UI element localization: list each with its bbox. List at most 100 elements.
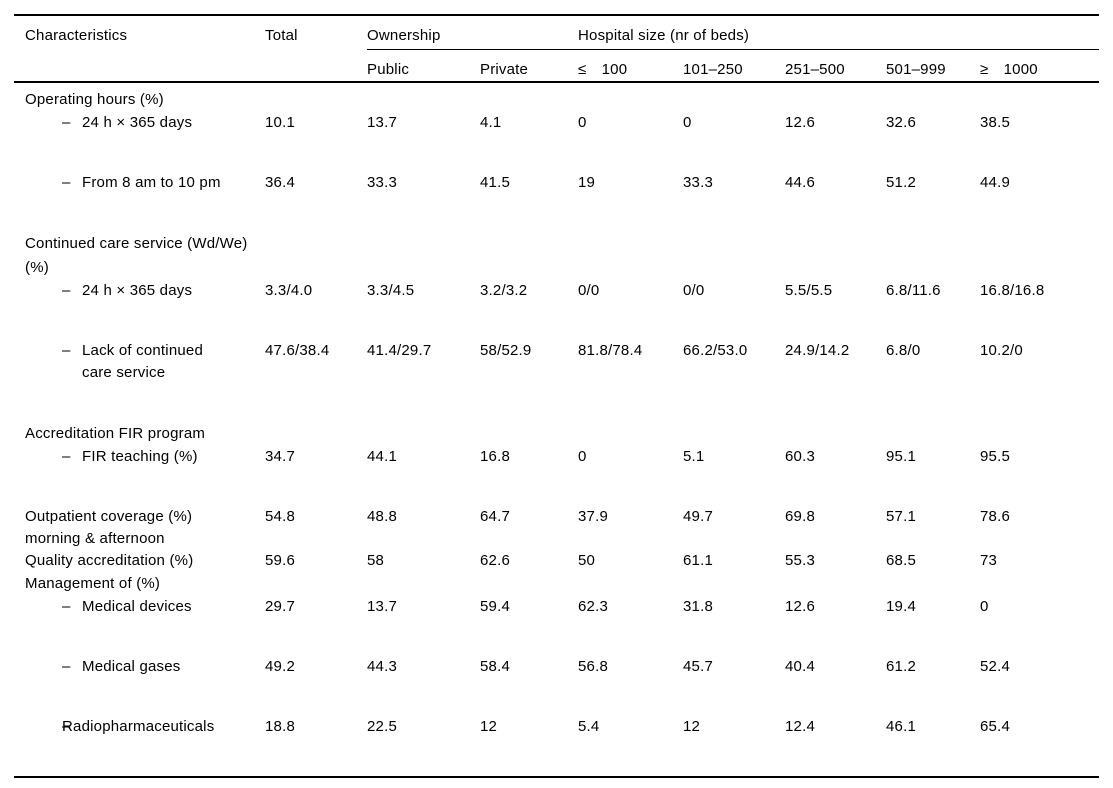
row-label-line2: Radiopharmaceuticals xyxy=(62,718,215,735)
value-cell: 59.6 xyxy=(265,552,295,569)
value-cell: 59.4 xyxy=(480,598,510,615)
value-cell: 33.3 xyxy=(367,174,397,191)
value-cell: 13.7 xyxy=(367,598,397,615)
value-cell: 57.1 xyxy=(886,508,916,525)
value-cell: 68.5 xyxy=(886,552,916,569)
value-cell: 41.5 xyxy=(480,174,510,191)
dash-bullet: – xyxy=(62,598,71,615)
value-cell: 95.1 xyxy=(886,448,916,465)
value-cell: 4.1 xyxy=(480,114,502,131)
value-cell: 0 xyxy=(683,114,692,131)
value-cell: 3.3/4.0 xyxy=(265,282,313,299)
value-cell: 0/0 xyxy=(683,282,705,299)
value-cell: 73 xyxy=(980,552,998,569)
value-cell: 10.2/0 xyxy=(980,342,1023,359)
col-header-public: Public xyxy=(367,61,410,78)
table-row: – Radiopharmaceuticals 18.8 22.5 12 5.4 12 12.4… xyxy=(14,716,1099,738)
dash-bullet: – xyxy=(62,114,71,131)
value-cell: 32.6 xyxy=(886,114,916,131)
value-cell: 0 xyxy=(578,114,587,131)
table-row: Continued care service (Wd/We) (%) xyxy=(14,232,1099,280)
row-label: – Medical gases xyxy=(14,656,265,678)
dash-bullet: – xyxy=(62,174,71,191)
table-row: Operating hours (%) xyxy=(14,88,1099,112)
value-cell: 64.7 xyxy=(480,508,510,525)
value-cell: 49.7 xyxy=(683,508,713,525)
value-cell: 12.4 xyxy=(785,718,815,735)
value-cell: 44.1 xyxy=(367,448,397,465)
row-label: Quality accreditation (%) xyxy=(25,552,194,569)
dash-bullet: – xyxy=(62,658,71,675)
value-cell: 0/0 xyxy=(578,282,600,299)
value-cell: 58/52.9 xyxy=(480,342,532,359)
table-row: Quality accreditation (%) 59.6 58 62.6 50 61.… xyxy=(14,550,1099,572)
value-cell: 52.4 xyxy=(980,658,1010,675)
value-cell: 66.2/53.0 xyxy=(683,342,748,359)
value-cell: 58.4 xyxy=(480,658,510,675)
table-row: – Medical devices 29.7 13.7 59.4 62.3 31.8 12.6… xyxy=(14,596,1099,618)
value-cell: 5.4 xyxy=(578,718,600,735)
row-label: – Radiopharmaceuticals xyxy=(14,716,265,738)
dash-bullet: – xyxy=(62,342,71,359)
col-header-total: Total xyxy=(265,27,298,44)
value-cell: 62.6 xyxy=(480,552,510,569)
value-cell: 44.3 xyxy=(367,658,397,675)
value-cell: 54.8 xyxy=(265,508,295,525)
value-cell: 40.4 xyxy=(785,658,815,675)
value-cell: 12 xyxy=(683,718,701,735)
value-cell: 34.7 xyxy=(265,448,295,465)
value-cell: 46.1 xyxy=(886,718,916,735)
value-cell: 47.6/38.4 xyxy=(265,342,330,359)
value-cell: 95.5 xyxy=(980,448,1010,465)
col-group-hospital-size: Hospital size (nr of beds) xyxy=(578,16,1099,50)
value-cell: 0 xyxy=(980,598,989,615)
dash-bullet: – xyxy=(62,718,71,735)
value-cell: 22.5 xyxy=(367,718,397,735)
value-cell: 55.3 xyxy=(785,552,815,569)
value-cell: 24.9/14.2 xyxy=(785,342,850,359)
value-cell: 48.8 xyxy=(367,508,397,525)
col-header-beds-501-999: 501–999 xyxy=(886,61,946,78)
row-label: Outpatient coverage (%) morning & aftern… xyxy=(25,508,193,547)
row-section-label: Management of (%) xyxy=(25,575,161,592)
table-row: – Medical gases 49.2 44.3 58.4 56.8 45.7 40.4 61… xyxy=(14,656,1099,678)
characteristics-table: Characteristics Total Ownership Hospital… xyxy=(14,14,1099,778)
value-cell: 12 xyxy=(480,718,498,735)
value-cell: 31.8 xyxy=(683,598,713,615)
row-section-label: Continued care service (Wd/We) (%) xyxy=(25,235,248,276)
value-cell: 61.1 xyxy=(683,552,713,569)
value-cell: 56.8 xyxy=(578,658,608,675)
value-cell: 6.8/0 xyxy=(886,342,921,359)
value-cell: 60.3 xyxy=(785,448,815,465)
col-header-beds-251-500: 251–500 xyxy=(785,61,845,78)
value-cell: 3.2/3.2 xyxy=(480,282,528,299)
value-cell: 45.7 xyxy=(683,658,713,675)
dash-bullet: – xyxy=(62,448,71,465)
value-cell: 44.6 xyxy=(785,174,815,191)
table-row: Accreditation FIR program xyxy=(14,422,1099,446)
value-cell: 5.1 xyxy=(683,448,705,465)
value-cell: 19 xyxy=(578,174,596,191)
value-cell: 62.3 xyxy=(578,598,608,615)
value-cell: 50 xyxy=(578,552,596,569)
table-row: – Lack of continued care service 47.6/38.4… xyxy=(14,340,1099,384)
col-header-private: Private xyxy=(480,61,529,78)
col-header-beds-le-100: ≤ 100 xyxy=(578,61,628,78)
table-row: –24 h × 365 days 3.3/4.0 3.3/4.5 3.2/3.2 0/0… xyxy=(14,280,1099,302)
row-section-label: Operating hours (%) xyxy=(25,91,164,108)
col-header-beds-101-250: 101–250 xyxy=(683,61,743,78)
value-cell: 33.3 xyxy=(683,174,713,191)
row-label: – From 8 am to 10 pm xyxy=(14,172,265,194)
value-cell: 29.7 xyxy=(265,598,295,615)
table-row: – FIR teaching (%) 34.7 44.1 16.8 0 5.1 60.3 95.… xyxy=(14,446,1099,468)
value-cell: 12.6 xyxy=(785,114,815,131)
value-cell: 81.8/78.4 xyxy=(578,342,643,359)
value-cell: 78.6 xyxy=(980,508,1010,525)
table-body: Operating hours (%) –24 h × 365 days 10.1 1… xyxy=(14,83,1099,776)
value-cell: 10.1 xyxy=(265,114,295,131)
col-group-ownership: Ownership xyxy=(367,16,578,50)
value-cell: 49.2 xyxy=(265,658,295,675)
value-cell: 58 xyxy=(367,552,385,569)
value-cell: 61.2 xyxy=(886,658,916,675)
table-row: – From 8 am to 10 pm 36.4 33.3 41.5 19 33.3 44.… xyxy=(14,172,1099,194)
